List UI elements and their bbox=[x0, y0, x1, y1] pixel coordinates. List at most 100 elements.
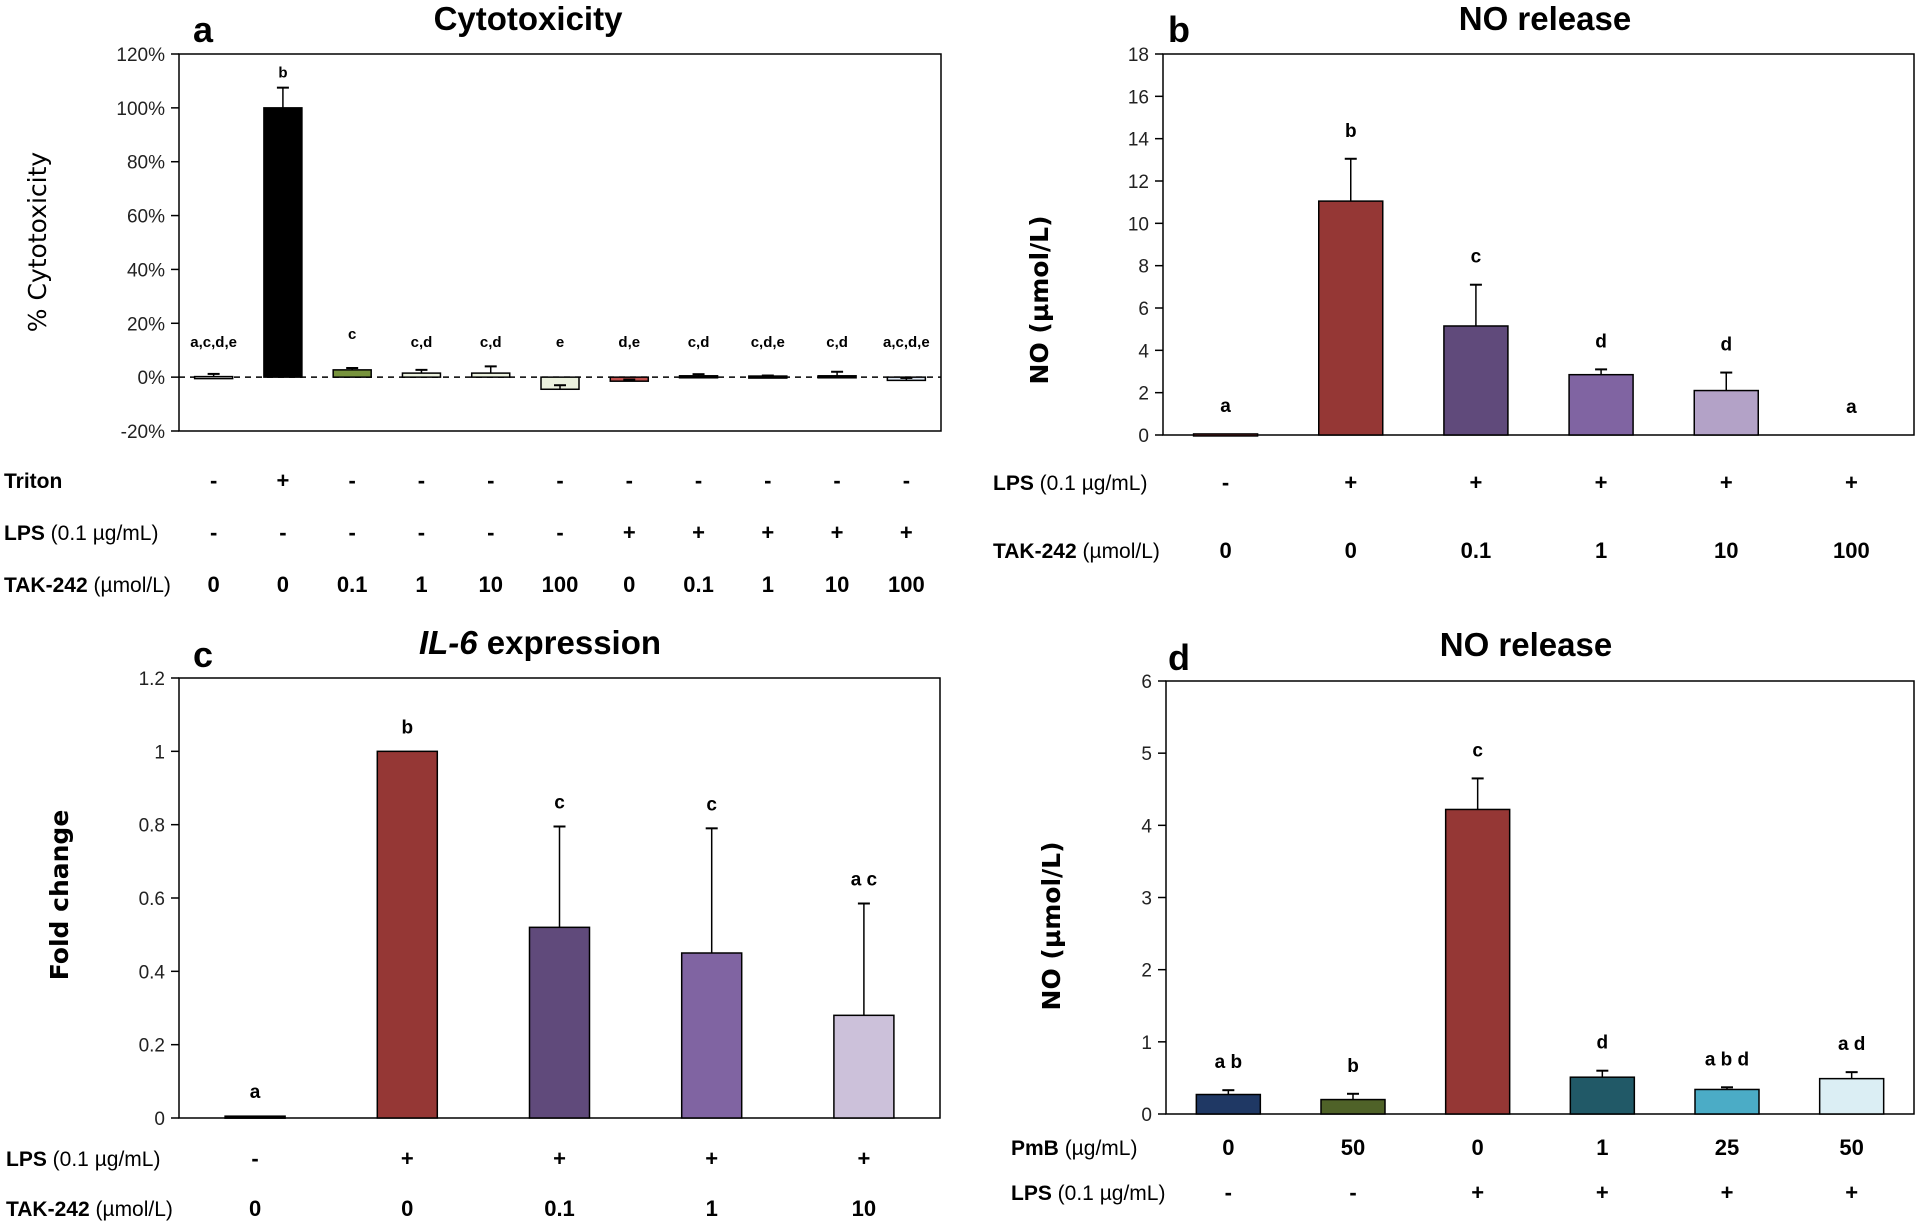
panel-a-condition-value: + bbox=[692, 520, 705, 545]
panel-a-significance-label: c bbox=[348, 326, 356, 343]
panel-c-y-tick-label: 0.6 bbox=[139, 889, 165, 910]
panel-a-significance-label: b bbox=[278, 65, 287, 82]
panel-d-significance-label: a d bbox=[1838, 1034, 1865, 1055]
panel-c-significance-label: a c bbox=[851, 870, 878, 891]
panel-d-condition-value: + bbox=[1845, 1180, 1858, 1205]
panel-b-condition-label: TAK-242 (µmol/L) bbox=[993, 540, 1160, 563]
panel-a-condition-value: - bbox=[418, 520, 425, 545]
panel-a-condition-value: + bbox=[623, 520, 636, 545]
panel-c-condition-value: + bbox=[553, 1146, 566, 1171]
panel-d-bar bbox=[1444, 808, 1511, 1115]
panel-a-condition-value: 10 bbox=[825, 572, 849, 597]
panel-c-condition-value: + bbox=[705, 1146, 718, 1171]
panel-c-y-tick-label: 0.4 bbox=[139, 962, 166, 983]
panel-a-condition-value: - bbox=[764, 468, 771, 493]
panel-a-y-axis-label: % Cytotoxicity bbox=[23, 152, 52, 333]
panel-d-y-tick-label: 2 bbox=[1141, 961, 1152, 982]
panel-b-condition-value: + bbox=[1469, 470, 1482, 495]
panel-c-bar bbox=[528, 926, 591, 1119]
panel-d-significance-label: c bbox=[1472, 740, 1483, 761]
panel-d-plot-frame bbox=[1165, 680, 1915, 1115]
panel-letter-c: c bbox=[193, 634, 213, 675]
panel-d-y-axis-label: NO (µmol/L) bbox=[1037, 842, 1066, 1011]
panel-d-no-release: d NO release NO (µmol/L) bbox=[1037, 626, 1612, 1010]
panel-a-condition-value: 0.1 bbox=[683, 572, 714, 597]
panel-b-y-tick-label: 2 bbox=[1138, 384, 1149, 405]
panel-a-significance-label: c,d bbox=[826, 334, 848, 351]
panel-a-condition-unit: (0.1 µg/mL) bbox=[45, 522, 159, 545]
panel-c-bar bbox=[833, 1014, 895, 1119]
panel-d-condition-value: 0 bbox=[1222, 1135, 1234, 1160]
panel-d-condition-value: + bbox=[1721, 1180, 1734, 1205]
panel-c-significance-label: a bbox=[250, 1082, 261, 1103]
panel-a-condition-value: - bbox=[418, 468, 425, 493]
panel-c-condition-label: TAK-242 (µmol/L) bbox=[6, 1198, 173, 1221]
panel-c-condition-value: 1 bbox=[706, 1196, 718, 1221]
panel-a-significance-label: c,d bbox=[688, 334, 710, 351]
panel-a-condition-value: 1 bbox=[415, 572, 427, 597]
panel-b-y-tick-label: 18 bbox=[1128, 45, 1149, 66]
panel-d-y-tick-label: 3 bbox=[1141, 889, 1152, 910]
panel-a-condition-value: 100 bbox=[542, 572, 579, 597]
panel-c-bar bbox=[680, 952, 743, 1119]
panel-a-y-tick-label: 60% bbox=[127, 207, 165, 228]
panel-a-significance-label: a,c,d,e bbox=[883, 334, 930, 351]
panel-a-plot-frame bbox=[178, 53, 942, 432]
panel-a-condition-value: + bbox=[900, 520, 913, 545]
panel-a-condition-name: LPS bbox=[4, 522, 45, 545]
panel-d-significance-label: b bbox=[1347, 1056, 1359, 1077]
panel-b-y-tick-label: 12 bbox=[1128, 172, 1149, 193]
panel-d-condition-value: 25 bbox=[1715, 1135, 1739, 1160]
panel-d-condition-value: 50 bbox=[1341, 1135, 1365, 1160]
panel-b-condition-value: + bbox=[1845, 470, 1858, 495]
panel-c-plot: 0 0.2 0.4 0.6 0.8 1 1.2 a b c c a c LPS (0.1 µg/mL) -… bbox=[6, 669, 941, 1221]
panel-d-condition-value: - bbox=[1349, 1180, 1356, 1205]
panel-a-condition-label: LPS (0.1 µg/mL) bbox=[4, 522, 158, 545]
panel-a-condition-value: - bbox=[695, 468, 702, 493]
panel-b-significance-label: c bbox=[1471, 247, 1482, 268]
panel-b-y-tick-label: 10 bbox=[1128, 214, 1149, 235]
panel-c-condition-value: 0 bbox=[249, 1196, 261, 1221]
panel-d-condition-unit: (µg/mL) bbox=[1059, 1137, 1138, 1160]
panel-a-condition-name: Triton bbox=[4, 470, 62, 493]
panel-c-title-gene: IL-6 bbox=[419, 624, 478, 661]
panel-d-condition-unit: (0.1 µg/mL) bbox=[1052, 1182, 1166, 1205]
panel-c-condition-name: LPS bbox=[6, 1148, 47, 1171]
panel-a-condition-value: - bbox=[903, 468, 910, 493]
panel-b-condition-name: TAK-242 bbox=[993, 540, 1077, 563]
panel-b-no-release: b NO release NO (µmol/L) bbox=[1025, 0, 1631, 384]
panel-b-condition-unit: (0.1 µg/mL) bbox=[1034, 472, 1148, 495]
panel-a-bar bbox=[263, 107, 303, 378]
panel-b-y-tick-label: 0 bbox=[1138, 426, 1149, 447]
panel-d-condition-value: - bbox=[1225, 1180, 1232, 1205]
panel-c-bar bbox=[376, 750, 439, 1119]
panel-a-bar bbox=[817, 375, 857, 379]
panel-a-plot: -20% 0% 20% 40% 60% 80% 100% 120% a,c,d,e b c c,d c,… bbox=[4, 45, 942, 597]
panel-d-condition-name: PmB bbox=[1011, 1137, 1059, 1160]
panel-a-condition-value: 1 bbox=[762, 572, 774, 597]
panel-b-condition-name: LPS bbox=[993, 472, 1034, 495]
panel-b-title: NO release bbox=[1459, 0, 1631, 37]
panel-d-bar bbox=[1818, 1077, 1885, 1115]
panel-a-significance-label: d,e bbox=[618, 334, 640, 351]
panel-b-bar bbox=[1443, 325, 1509, 436]
panel-a-y-tick-label: 100% bbox=[116, 99, 165, 120]
panel-a-condition-value: + bbox=[276, 468, 289, 493]
panel-d-significance-label: a b d bbox=[1705, 1049, 1749, 1070]
panel-a-condition-value: - bbox=[556, 468, 563, 493]
panel-a-bar bbox=[193, 375, 234, 380]
panel-a-significance-label: c,d,e bbox=[751, 334, 785, 351]
panel-b-significance-label: b bbox=[1345, 121, 1357, 142]
panel-a-cytotoxicity: a Cytotoxicity % Cytotoxicity bbox=[23, 0, 623, 332]
panel-b-y-tick-label: 8 bbox=[1138, 257, 1149, 278]
panel-c-y-tick-label: 1.2 bbox=[139, 669, 165, 690]
panel-a-title: Cytotoxicity bbox=[434, 0, 624, 37]
panel-c-y-axis-label: Fold change bbox=[45, 810, 74, 981]
panel-letter-a: a bbox=[193, 9, 214, 50]
panel-a-condition-label: TAK-242 (µmol/L) bbox=[4, 574, 171, 597]
panel-a-condition-value: + bbox=[831, 520, 844, 545]
panel-d-y-tick-label: 0 bbox=[1141, 1105, 1152, 1126]
